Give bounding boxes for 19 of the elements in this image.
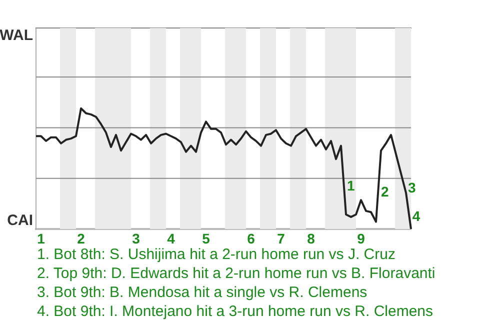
- x-tick-label: 2: [77, 230, 86, 246]
- annotation: 2: [381, 184, 390, 200]
- x-tick-label: 3: [132, 230, 140, 246]
- text: 1. Bot 8th: S. Ushijima hit a 2-run home run vs J. Cruz: [37, 245, 396, 264]
- annotation: 1: [346, 178, 355, 194]
- text: WAL: [0, 27, 33, 44]
- text: 3. Bot 9th: B. Mendosa hit a single vs R. Clemens: [37, 283, 368, 302]
- text: 4: [412, 208, 420, 224]
- x-tick-label: 8: [307, 230, 316, 246]
- x-tick-label: 1: [37, 230, 46, 246]
- x-tick-label: 6: [247, 230, 256, 246]
- x-tick-label: 7: [277, 230, 286, 246]
- annotation: 3: [408, 180, 416, 196]
- x-tick-label: 5: [202, 230, 210, 246]
- text: 4. Bot 9th: I. Montejano hit a 3-run home run vs R. Clemens: [37, 302, 434, 320]
- x-tick-label: 4: [167, 230, 176, 246]
- text: CAI: [7, 212, 33, 230]
- text: 2. Top 9th: D. Edwards hit a 2-run home run vs B. Floravanti: [37, 264, 436, 283]
- x-tick-label: 9: [357, 230, 366, 246]
